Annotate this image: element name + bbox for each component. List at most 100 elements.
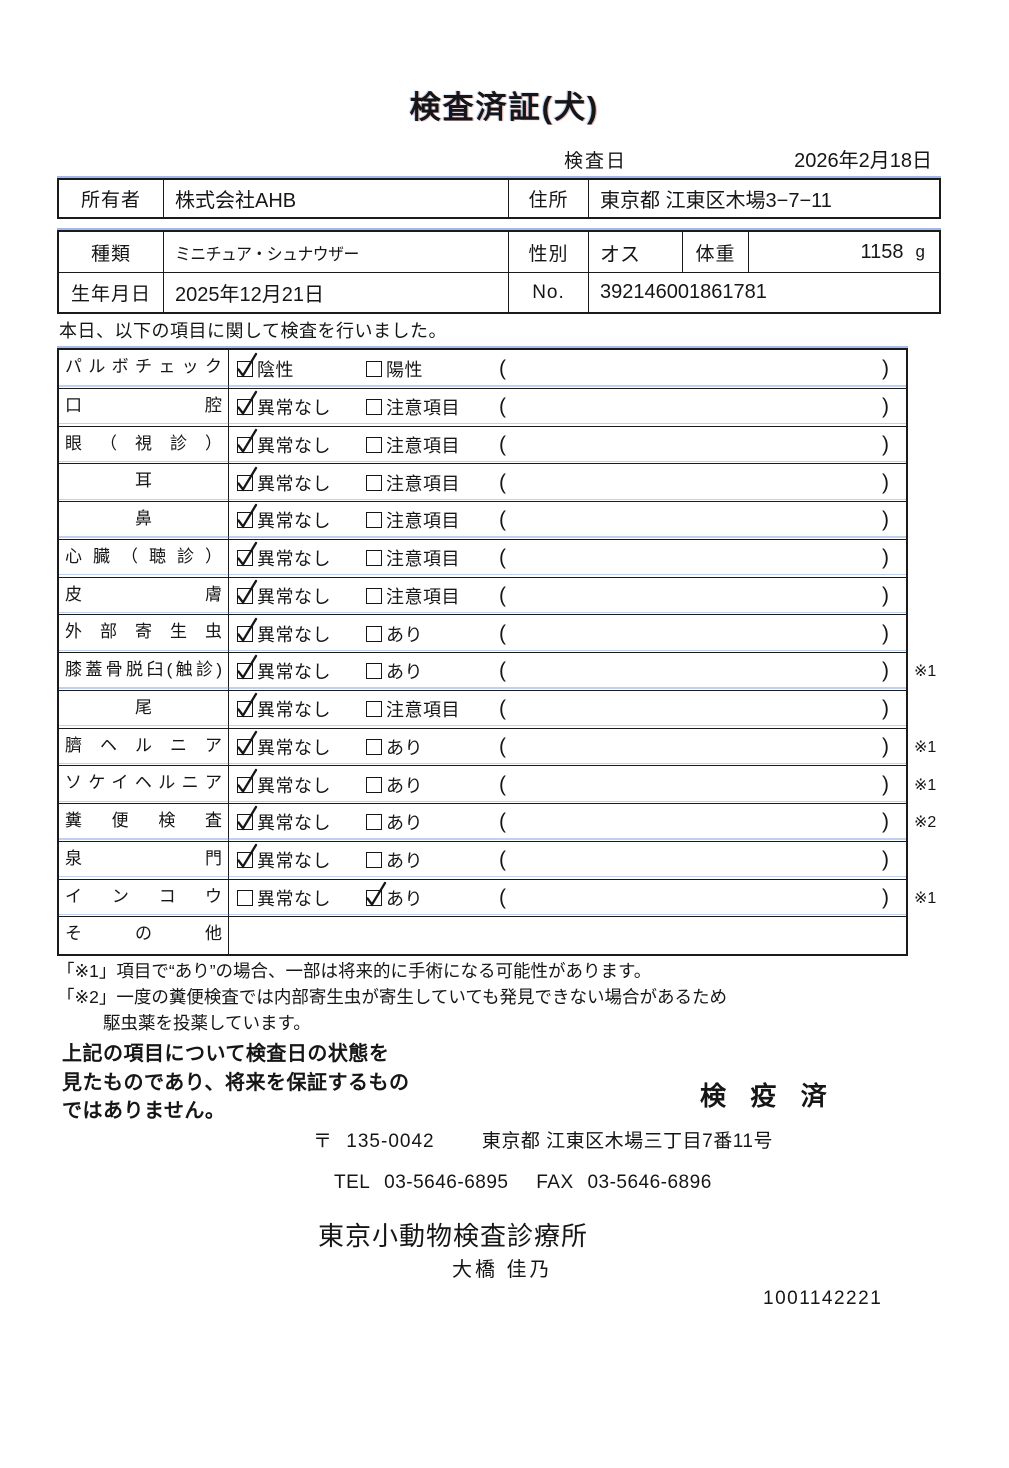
paren-close: ) [882, 546, 889, 570]
exam-row-content [229, 917, 906, 954]
checkbox-unchecked[interactable] [366, 587, 382, 604]
address-value: 東京都 江東区木場3−7−11 [588, 180, 939, 217]
exam-option: 異常なし [237, 804, 331, 841]
exam-option: 注意項目 [366, 691, 460, 728]
checkbox-checked[interactable] [237, 352, 258, 378]
exam-option: 注意項目 [366, 502, 460, 539]
tel-value: 03-5646-6895 [384, 1172, 509, 1193]
checkbox-checked[interactable] [237, 730, 258, 756]
checkbox-checked[interactable] [237, 504, 258, 529]
owner-label: 所有者 [80, 190, 141, 211]
exam-row: 鼻 異常なし 注意項目 () [59, 498, 906, 539]
option-label: 注意項目 [386, 549, 460, 570]
clinic-address: 東京都 江東区木場三丁目7番11号 [481, 1131, 773, 1152]
paren-open: ( [499, 697, 506, 721]
paren-close: ) [882, 734, 889, 758]
checkbox-checked[interactable] [366, 881, 387, 907]
exam-option: 異常なし [237, 729, 331, 766]
paren-open: ( [499, 659, 506, 683]
checkbox-unchecked[interactable] [237, 889, 253, 906]
postal-mark-icon: 〒 [313, 1131, 333, 1152]
owner-table: 所有者 株式会社AHB 住所 東京都 江東区木場3−7−11 [57, 176, 941, 219]
paren-open: ( [499, 772, 506, 796]
exam-option: 異常なし [237, 502, 331, 539]
no-label: No. [508, 272, 588, 312]
weight-label: 体重 [682, 232, 748, 272]
exam-row: 眼（視診） 異常なし 注意項目 () [59, 423, 906, 464]
checkbox-checked[interactable] [237, 768, 258, 794]
option-label: 異常なし [257, 435, 331, 456]
exam-option: 異常なし [237, 578, 331, 615]
checkbox-unchecked[interactable] [366, 474, 382, 491]
exam-option: あり [366, 804, 423, 841]
exam-option: 異常なし [237, 464, 331, 501]
exam-row: 口腔 異常なし 注意項目 () [59, 385, 906, 426]
owner-value: 株式会社AHB [163, 180, 508, 217]
exam-item-label: 臍ヘルニア [59, 728, 229, 766]
exam-option: 異常なし [237, 842, 331, 879]
checkbox-checked[interactable] [237, 843, 258, 869]
exam-row-content: 異常なし 注意項目 () [229, 427, 906, 464]
exam-option: 異常なし [237, 389, 331, 426]
exam-row: ソケイヘルニア 異常なし あり () ※1 [59, 762, 936, 803]
checkbox-unchecked[interactable] [366, 399, 382, 416]
checkbox-checked[interactable] [237, 428, 258, 454]
paren-close: ) [882, 848, 889, 872]
exam-option: 異常なし [237, 615, 331, 652]
exam-option: 異常なし [237, 653, 331, 690]
paren-open: ( [499, 470, 506, 494]
exam-row: 外部寄生虫 異常なし あり () [59, 611, 906, 652]
footnote-2-cont: 駆虫薬を投薬しています。 [103, 1013, 311, 1033]
no-value: 392146001861781 [588, 272, 939, 312]
weight-value: 1158 g [748, 232, 939, 272]
exam-option: 陽性 [366, 350, 423, 388]
checkbox-unchecked[interactable] [366, 550, 382, 567]
checkbox-checked[interactable] [237, 692, 258, 718]
exam-option: あり [366, 615, 423, 652]
veterinarian-name: 大橋 佳乃 [452, 1259, 553, 1281]
option-label: あり [386, 813, 423, 834]
checkbox-checked[interactable] [237, 655, 258, 680]
exam-item-label: その他 [59, 917, 229, 954]
checkbox-unchecked[interactable] [366, 814, 382, 831]
option-label: 異常なし [257, 813, 331, 834]
checkbox-checked[interactable] [237, 806, 258, 831]
exam-row-content: 異常なし 注意項目 () [229, 691, 906, 728]
option-label: あり [386, 775, 423, 796]
exam-row-content: 異常なし あり () [229, 880, 906, 917]
option-label: 注意項目 [386, 473, 460, 494]
checkbox-unchecked[interactable] [366, 776, 382, 793]
exam-item-label: 糞便検査 [59, 804, 229, 841]
checkbox-unchecked[interactable] [366, 436, 382, 453]
sex-label: 性別 [508, 232, 588, 272]
option-label: 異常なし [257, 511, 331, 532]
checkbox-unchecked[interactable] [366, 663, 382, 680]
paren-close: ) [882, 772, 889, 796]
exam-item-label: インコウ [59, 879, 229, 917]
checkbox-checked[interactable] [237, 617, 258, 643]
checkbox-checked[interactable] [237, 466, 258, 492]
intro-text: 本日、以下の項目に関して検査を行いました。 [59, 321, 447, 341]
paren-close: ) [882, 470, 889, 494]
checkbox-unchecked[interactable] [366, 701, 382, 718]
exam-option: 異常なし [237, 540, 331, 577]
option-label: 異常なし [257, 662, 331, 683]
option-label: 注意項目 [386, 398, 460, 419]
checkbox-checked[interactable] [237, 390, 258, 416]
checkbox-checked[interactable] [237, 579, 258, 605]
exam-date-value: 2026年2月18日 [794, 150, 932, 172]
checkbox-unchecked[interactable] [366, 512, 382, 529]
option-label: 異常なし [257, 624, 331, 645]
checkbox-unchecked[interactable] [366, 738, 382, 755]
exam-option: 注意項目 [366, 427, 460, 464]
checkbox-unchecked[interactable] [366, 625, 382, 642]
paren-close: ) [882, 356, 889, 380]
option-label: 異常なし [257, 700, 331, 721]
paren-close: ) [882, 508, 889, 532]
checkbox-unchecked[interactable] [366, 852, 382, 869]
option-label: 異常なし [257, 549, 331, 570]
checkbox-unchecked[interactable] [366, 360, 382, 377]
exam-row-content: 異常なし あり () [229, 804, 906, 841]
checkbox-checked[interactable] [237, 541, 258, 567]
